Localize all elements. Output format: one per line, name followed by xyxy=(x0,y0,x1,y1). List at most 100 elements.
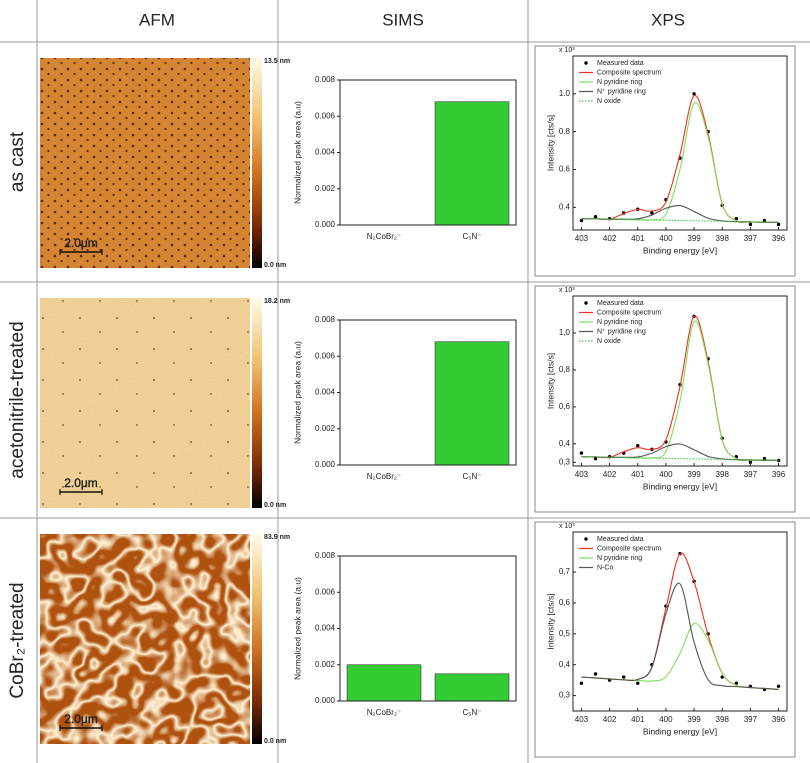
data-point xyxy=(636,443,640,448)
y-axis-label: Intensity [cts/s] xyxy=(545,115,555,171)
x-tick-label: 398 xyxy=(716,470,730,479)
data-point xyxy=(650,211,654,215)
bar xyxy=(434,341,510,466)
y-tick-label: 0.000 xyxy=(315,220,336,229)
x-tick-label: 401 xyxy=(631,470,645,479)
y-tick-label: 0,6 xyxy=(559,598,571,607)
bar xyxy=(346,664,422,702)
series-line xyxy=(581,443,779,462)
legend-marker xyxy=(584,301,588,305)
x-tick-label: N₂CoBr₂⁻ xyxy=(367,472,401,481)
column-header: AFM xyxy=(139,10,175,29)
afm-pits xyxy=(40,58,250,268)
x-tick-label: 401 xyxy=(631,234,645,243)
y-tick-label: 0.004 xyxy=(315,388,336,397)
colorbar-min: 0.0 nm xyxy=(264,262,286,269)
x-tick-label: 400 xyxy=(659,470,673,479)
legend-label: Measured data xyxy=(597,60,644,67)
afm-image xyxy=(40,534,250,744)
row-label: acetonitrile-treated xyxy=(7,321,28,478)
colorbar xyxy=(252,534,262,744)
y-tick-label: 0.008 xyxy=(315,551,336,560)
data-point xyxy=(579,451,584,455)
legend-marker xyxy=(584,537,588,541)
x-tick-label: 402 xyxy=(603,715,617,724)
x-tick-label: C₅N⁻ xyxy=(463,708,482,717)
x-tick-label: 403 xyxy=(575,234,589,243)
y-tick-label: 0,3 xyxy=(559,457,571,466)
scale-label: 2.0μm xyxy=(64,476,98,490)
y-tick-label: 0.008 xyxy=(315,75,336,84)
series-line xyxy=(581,552,779,690)
y-tick-label: 0,7 xyxy=(559,567,571,576)
data-point xyxy=(593,215,598,219)
x-tick-label: 399 xyxy=(687,715,701,724)
data-point xyxy=(734,216,739,221)
y-axis-label: Intensity [cts/s] xyxy=(545,593,555,649)
x-tick-label: 396 xyxy=(772,234,786,243)
colorbar-min: 0.0 nm xyxy=(264,502,286,509)
scale-label: 2.0μm xyxy=(64,236,98,250)
y-tick-label: 1.0 xyxy=(559,89,571,98)
axis-multiplier: x 10³ xyxy=(559,47,575,54)
legend-label: N pyridine ring xyxy=(597,319,642,326)
data-point xyxy=(762,456,767,461)
y-tick-label: 0.002 xyxy=(315,424,336,433)
panel-frame xyxy=(534,285,796,513)
data-point xyxy=(720,675,724,679)
data-point xyxy=(579,681,584,685)
panel-frame xyxy=(534,521,796,758)
row-label: as cast xyxy=(7,131,28,192)
series-line xyxy=(581,582,779,690)
data-point xyxy=(748,460,753,465)
y-axis-label: Normalized peak area (a.u) xyxy=(292,101,302,204)
y-tick-label: 0,8 xyxy=(559,365,571,374)
data-point xyxy=(762,218,767,223)
legend-label: N⁺ pyridine ring xyxy=(597,88,646,95)
x-tick-label: C₅N⁻ xyxy=(463,232,482,241)
x-tick-label: N₂CoBr₂⁻ xyxy=(367,708,401,717)
y-tick-label: 0,5 xyxy=(559,629,571,638)
data-point xyxy=(621,675,626,679)
colorbar xyxy=(252,298,262,508)
x-tick-label: 398 xyxy=(716,234,730,243)
legend-label: N oxide xyxy=(597,98,621,105)
x-tick-label: 400 xyxy=(659,715,673,724)
y-tick-label: 0.000 xyxy=(315,460,336,469)
x-tick-label: 396 xyxy=(772,470,786,479)
x-tick-label: N₂CoBr₂⁻ xyxy=(367,232,401,241)
legend-label: N-Co xyxy=(597,564,613,571)
data-point xyxy=(636,681,640,685)
x-tick-label: 403 xyxy=(575,470,589,479)
y-axis-label: Normalized peak area (a.u) xyxy=(292,577,302,680)
x-tick-label: 400 xyxy=(659,234,673,243)
legend-label: Measured data xyxy=(597,536,644,543)
colorbar-max: 83.9 nm xyxy=(264,534,290,541)
legend-label: Composite spectrum xyxy=(597,545,661,552)
scale-label: 2.0μm xyxy=(64,712,98,726)
bar xyxy=(434,673,510,702)
legend-label: Composite spectrum xyxy=(597,69,661,76)
afm-image xyxy=(40,298,250,508)
x-tick-label: 399 xyxy=(687,470,701,479)
data-point xyxy=(593,456,598,461)
x-axis-label: Binding energy [eV] xyxy=(643,481,717,491)
y-tick-label: 0.006 xyxy=(315,587,336,596)
y-tick-label: 0.006 xyxy=(315,351,336,360)
y-tick-label: 0,4 xyxy=(559,439,571,448)
x-tick-label: 402 xyxy=(603,234,617,243)
afm-pits xyxy=(40,298,250,508)
legend-label: N pyridine ring xyxy=(597,555,642,562)
afm-ridges xyxy=(40,534,250,744)
plot-frame xyxy=(339,319,517,466)
axis-multiplier: x 10³ xyxy=(559,287,575,294)
legend-marker xyxy=(584,61,588,65)
x-tick-label: 396 xyxy=(772,715,786,724)
y-tick-label: 0.004 xyxy=(315,148,336,157)
x-tick-label: 403 xyxy=(575,715,589,724)
y-tick-label: 0.006 xyxy=(315,111,336,120)
x-axis-label: Binding energy [eV] xyxy=(643,245,717,255)
x-tick-label: 402 xyxy=(603,470,617,479)
